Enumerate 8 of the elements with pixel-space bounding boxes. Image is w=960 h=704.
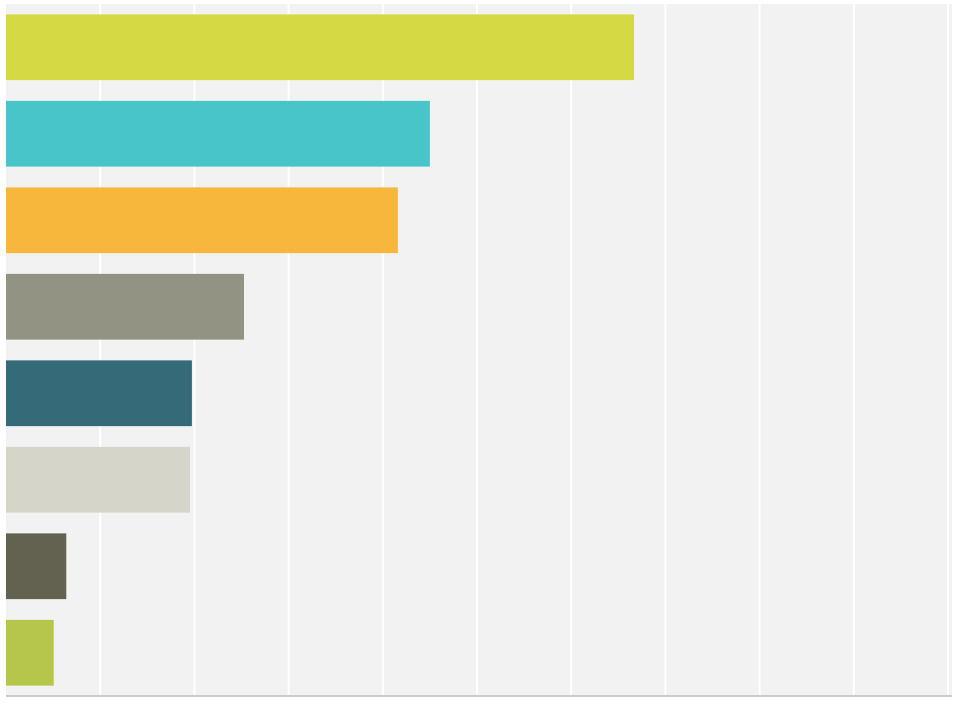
- bar: [6, 446, 190, 513]
- bar: [6, 533, 67, 600]
- bar: [6, 360, 192, 427]
- bar: [6, 187, 398, 254]
- bar: [6, 619, 54, 686]
- bar: [6, 14, 634, 81]
- bar: [6, 273, 245, 340]
- bar: [6, 100, 430, 167]
